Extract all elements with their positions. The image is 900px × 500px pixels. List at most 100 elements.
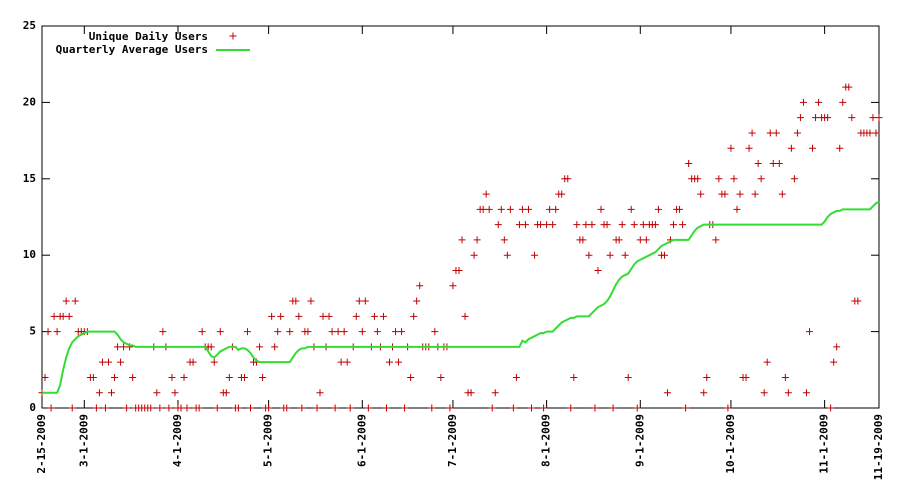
x-tick-label: 7-1-2009 (446, 414, 459, 467)
point (313, 404, 321, 412)
point (92, 404, 100, 412)
point (183, 404, 191, 412)
point (379, 312, 387, 320)
point (68, 404, 76, 412)
x-tick-label: 4-1-2009 (171, 414, 184, 467)
point (117, 358, 125, 366)
point (552, 205, 560, 213)
point (340, 328, 348, 336)
point (243, 328, 251, 336)
point (854, 297, 862, 305)
point (195, 404, 203, 412)
point (398, 328, 406, 336)
point (751, 190, 759, 198)
point (579, 236, 587, 244)
point (467, 389, 475, 397)
point (697, 190, 705, 198)
point (316, 389, 324, 397)
point (630, 221, 638, 229)
point (660, 251, 668, 259)
point (210, 358, 218, 366)
point (784, 389, 792, 397)
point (446, 404, 454, 412)
point (334, 328, 342, 336)
point (603, 221, 611, 229)
point (790, 175, 798, 183)
point (395, 358, 403, 366)
point (325, 312, 333, 320)
point (845, 83, 853, 91)
point (274, 328, 282, 336)
point (298, 404, 306, 412)
point (793, 129, 801, 137)
point (123, 404, 131, 412)
point (104, 358, 112, 366)
point (494, 221, 502, 229)
point (512, 373, 520, 381)
x-tick-label: 2-15-2009 (35, 414, 48, 474)
point (53, 328, 61, 336)
point (636, 236, 644, 244)
legend-label: Quarterly Average Users (56, 43, 208, 56)
point (246, 404, 254, 412)
point (528, 404, 536, 412)
point (497, 205, 505, 213)
point (833, 343, 841, 351)
point (268, 312, 276, 320)
y-tick-label: 10 (23, 248, 36, 261)
legend-marker (229, 32, 237, 40)
point (503, 251, 511, 259)
point (721, 190, 729, 198)
point (827, 404, 835, 412)
point (189, 358, 197, 366)
y-tick-label: 25 (23, 19, 36, 32)
point (869, 114, 877, 122)
point (748, 129, 756, 137)
point (700, 389, 708, 397)
point (71, 297, 79, 305)
point (225, 373, 233, 381)
point (461, 312, 469, 320)
point (265, 404, 273, 412)
point (337, 358, 345, 366)
x-tick-label: 11-1-2009 (818, 414, 831, 474)
point (679, 221, 687, 229)
point (198, 328, 206, 336)
point (283, 404, 291, 412)
point (41, 373, 49, 381)
point (358, 328, 366, 336)
y-tick-label: 5 (29, 325, 36, 338)
point (624, 373, 632, 381)
point (328, 328, 336, 336)
point (295, 312, 303, 320)
point (107, 389, 115, 397)
point (875, 114, 883, 122)
point (129, 373, 137, 381)
point (802, 389, 810, 397)
point (352, 312, 360, 320)
point (815, 98, 823, 106)
point (778, 190, 786, 198)
point (757, 175, 765, 183)
x-tick-label: 9-1-2009 (633, 414, 646, 467)
point (413, 297, 421, 305)
point (670, 221, 678, 229)
point (839, 98, 847, 106)
point (343, 358, 351, 366)
point (473, 236, 481, 244)
point (567, 404, 575, 412)
point (518, 205, 526, 213)
point (156, 404, 164, 412)
point (455, 266, 463, 274)
point (521, 221, 529, 229)
point (98, 358, 106, 366)
point (407, 373, 415, 381)
point (724, 404, 732, 412)
point (364, 404, 372, 412)
point (180, 373, 188, 381)
y-tick-label: 15 (23, 172, 36, 185)
point (633, 404, 641, 412)
point (392, 328, 400, 336)
point (177, 404, 185, 412)
point (769, 160, 777, 168)
